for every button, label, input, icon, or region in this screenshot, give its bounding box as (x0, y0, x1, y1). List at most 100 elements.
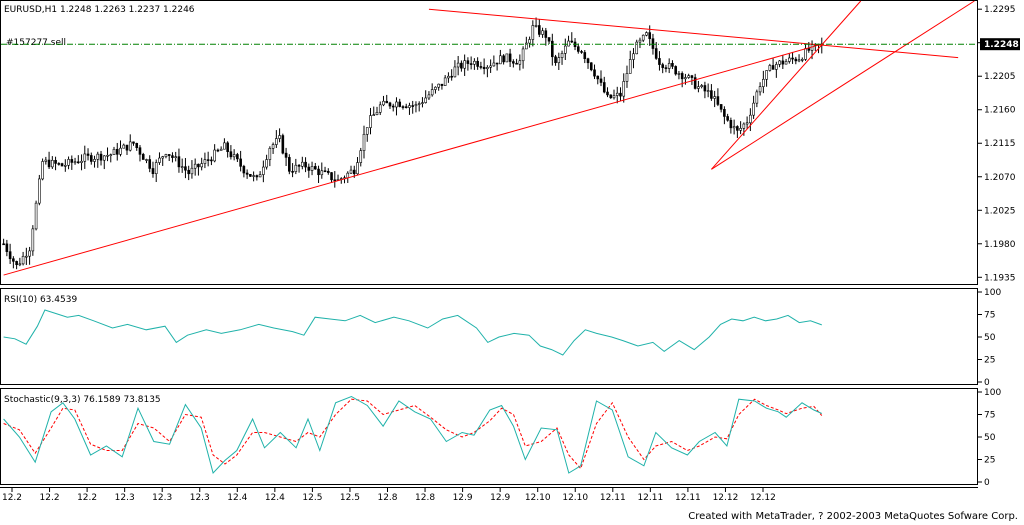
candle-body (398, 101, 402, 107)
candle-body (602, 82, 606, 93)
candle-body (197, 163, 200, 168)
price-pane-frame (0, 0, 978, 285)
candle-body (804, 48, 807, 60)
time-tick-label: 12.11 (600, 493, 626, 503)
candle-body (739, 128, 742, 131)
candle-body (710, 90, 713, 99)
price-tick-label: 1.2070 (984, 173, 1016, 183)
time-tick-label: 12.10 (525, 493, 551, 503)
candle-body (408, 105, 411, 108)
candle-body (89, 155, 93, 162)
candle-body (680, 73, 684, 80)
candle-body (12, 258, 15, 262)
candle-body (482, 66, 486, 70)
candle-body (729, 119, 733, 129)
candle-body (612, 95, 616, 99)
candle-body (557, 57, 561, 64)
candle-body (275, 138, 278, 145)
time-tick-label: 12.8 (377, 493, 397, 503)
candle-body (288, 157, 291, 172)
candle-body (80, 160, 83, 163)
candle-body (788, 57, 791, 62)
candle-body (765, 70, 768, 80)
candle-body (213, 149, 216, 162)
candle-body (34, 202, 38, 230)
candle-body (677, 73, 681, 75)
candle-body (651, 38, 655, 49)
candle-body (294, 164, 298, 172)
rsi-pane-frame (0, 288, 978, 385)
candle-body (716, 96, 720, 105)
candle-body (232, 154, 236, 158)
indicator-tick-label: 100 (984, 288, 1001, 298)
candle-body (473, 60, 476, 65)
candle-body (356, 162, 359, 175)
candle-body (54, 159, 57, 164)
candles-layer (2, 17, 824, 270)
candle-body (47, 159, 51, 168)
time-tick-label: 12.4 (227, 493, 247, 503)
candle-body (534, 25, 538, 27)
candle-body (44, 159, 48, 162)
candle-body (375, 112, 379, 115)
trendline[interactable] (711, 0, 862, 170)
candle-body (538, 25, 541, 35)
rsi-line (3, 309, 822, 356)
stochastic-y-axis: 100 75 50 25 0 (977, 388, 1001, 488)
price-tag-bg (980, 38, 1020, 51)
candle-body (424, 97, 427, 103)
candle-body (713, 96, 716, 99)
candle-body (719, 104, 723, 110)
time-tick-label: 12.12 (750, 493, 776, 503)
time-tick-label: 12.8 (415, 493, 435, 503)
candle-body (314, 166, 317, 170)
indicator-tick-label: 50 (984, 433, 996, 443)
candle-body (596, 75, 600, 80)
candle-body (268, 148, 272, 160)
candle-body (417, 103, 421, 105)
trendline[interactable] (711, 0, 975, 170)
time-tick-label: 12.11 (637, 493, 663, 503)
candle-body (378, 104, 382, 113)
candle-body (326, 170, 330, 173)
candle-body (297, 164, 301, 167)
candle-body (362, 133, 366, 151)
candle-body (619, 92, 622, 97)
candle-body (291, 171, 294, 173)
price-tick-label: 1.2295 (984, 5, 1016, 15)
candle-body (301, 161, 304, 167)
candle-body (333, 179, 337, 182)
candle-body (437, 83, 440, 88)
time-tick-label: 12.9 (453, 493, 473, 503)
candle-body (784, 61, 788, 65)
candle-body (401, 106, 405, 108)
candle-body (258, 174, 262, 178)
candle-body (8, 251, 12, 260)
candle-body (93, 158, 96, 162)
time-tick-label: 12.2 (77, 493, 97, 503)
candle-body (210, 159, 213, 162)
candle-body (352, 169, 356, 175)
candle-body (161, 156, 165, 159)
candle-body (106, 154, 109, 157)
trendline[interactable] (428, 8, 959, 59)
candle-body (632, 53, 635, 60)
price-header: EURUSD,H1 1.2248 1.2263 1.2237 1.2246 (4, 5, 195, 15)
candle-body (281, 135, 285, 154)
candle-body (369, 115, 372, 128)
candle-body (658, 58, 661, 65)
candle-body (242, 166, 246, 174)
candle-body (586, 58, 590, 64)
indicator-tick-label: 0 (984, 378, 990, 388)
candle-body (502, 55, 505, 63)
candle-body (310, 166, 314, 171)
candle-body (135, 142, 139, 148)
candle-body (21, 255, 25, 265)
candle-body (674, 66, 677, 75)
candle-body (515, 62, 518, 65)
candle-body (265, 159, 268, 168)
candle-body (349, 169, 353, 174)
candle-body (307, 166, 311, 171)
trendline[interactable] (3, 43, 822, 276)
stochastic-signal-line (3, 398, 823, 470)
